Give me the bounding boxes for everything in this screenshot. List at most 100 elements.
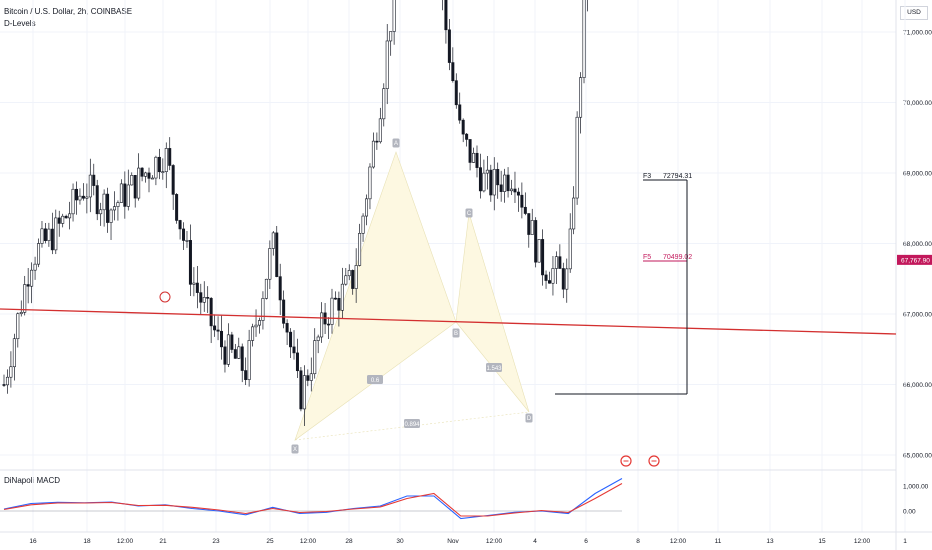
candle-body: [251, 326, 255, 341]
candle-body: [26, 284, 30, 287]
pattern-point-badge: [452, 328, 460, 338]
f5-label: F5: [643, 254, 651, 261]
candle-body: [226, 334, 230, 365]
candle-body: [551, 268, 555, 284]
candle-body: [472, 152, 476, 163]
price-tick-label: 70,000.00: [903, 100, 932, 107]
candle-body: [468, 139, 472, 163]
candle-body: [568, 228, 572, 270]
pattern-ratio-label: 0.6: [371, 378, 380, 384]
pattern-point-badge: [392, 138, 400, 148]
candle-body: [506, 174, 510, 192]
candle-body: [554, 256, 558, 269]
price-tick-label: 65,000.00: [903, 453, 932, 460]
candle-body: [95, 185, 99, 215]
candle-body: [154, 156, 158, 179]
candle-body: [268, 248, 272, 280]
candle-body: [530, 220, 534, 235]
pattern-ratio-badge: [367, 375, 383, 384]
candle-body: [133, 175, 137, 199]
time-tick-label: 25: [266, 538, 274, 545]
candle-body: [199, 292, 203, 303]
time-tick-label: 8: [636, 538, 640, 545]
candle-body: [178, 220, 182, 230]
time-tick-label: 12:00: [117, 538, 134, 545]
candle-body: [444, 0, 448, 31]
candle-body: [147, 172, 151, 179]
indicator-label: D-Levels: [4, 19, 36, 28]
candle-body: [244, 370, 248, 380]
candle-body: [126, 184, 130, 207]
time-tick-label: 18: [83, 538, 91, 545]
f3-value: 72794.31: [663, 173, 692, 180]
candle-body: [582, 0, 586, 78]
candle-body: [385, 40, 389, 89]
candle-body: [520, 194, 524, 208]
candle-body: [99, 209, 103, 215]
candle-body: [247, 340, 251, 380]
candle-body: [12, 338, 16, 368]
pattern-ratio-badge: [404, 419, 420, 428]
time-tick-label: 30: [396, 538, 404, 545]
candle-body: [351, 270, 355, 289]
trendline: [0, 308, 897, 335]
candle-body: [185, 240, 189, 242]
candle-body: [30, 269, 34, 287]
candle-body: [192, 282, 196, 285]
candle-body: [188, 240, 192, 285]
pattern-point-badge: [465, 208, 473, 218]
pattern-ratio-badge: [486, 363, 502, 372]
currency-selector[interactable]: USD: [900, 6, 928, 20]
candle-body: [333, 297, 337, 300]
candle-body: [327, 323, 331, 326]
macd-tick-label: 1,000.00: [903, 484, 929, 491]
time-tick-label: 23: [212, 538, 220, 545]
pattern-point-label: C: [467, 211, 472, 217]
candle-body: [361, 215, 365, 234]
candle-body: [478, 167, 482, 192]
candle-body: [106, 193, 110, 223]
time-tick-label: 12:00: [670, 538, 687, 545]
candle-body: [68, 213, 72, 219]
candle-body: [16, 313, 20, 340]
candle-body: [275, 232, 279, 277]
level-label-2: 67,767.90: [901, 257, 930, 264]
candle-body: [240, 346, 244, 371]
candle-body: [375, 140, 379, 143]
candle-body: [299, 370, 303, 410]
candle-body: [112, 206, 116, 211]
candle-body: [116, 202, 120, 207]
macd-label: DiNapoli MACD: [4, 476, 61, 485]
candle-body: [37, 243, 41, 265]
time-tick-label: 15: [818, 538, 826, 545]
candle-body: [541, 239, 545, 276]
candle-body: [88, 174, 92, 198]
candle-body: [544, 274, 548, 281]
pattern-ratio-label: 1.543: [486, 366, 502, 372]
pattern-point-badge: [525, 413, 533, 423]
candle-body: [572, 197, 576, 230]
candle-body: [547, 280, 551, 284]
price-tick-label: 67,000.00: [903, 312, 932, 319]
candle-body: [295, 352, 299, 372]
candle-body: [389, 31, 393, 42]
candle-body: [23, 284, 27, 313]
candle-body: [496, 169, 500, 186]
candle-body: [313, 340, 317, 375]
macd-series-line: [3, 483, 623, 517]
candle-body: [171, 165, 175, 195]
candle-body: [78, 195, 82, 201]
pattern-xab: [294, 151, 457, 441]
candle-body: [337, 298, 341, 311]
candle-body: [75, 188, 79, 201]
time-tick-label: 28: [345, 538, 353, 545]
f3-label: F3: [643, 173, 651, 180]
candle-body: [130, 175, 134, 186]
candle-body: [558, 256, 562, 269]
candle-body: [316, 336, 320, 341]
candle-body: [565, 268, 569, 290]
pattern-bcd: [455, 212, 530, 413]
candle-body: [57, 217, 61, 224]
candle-body: [499, 184, 503, 192]
